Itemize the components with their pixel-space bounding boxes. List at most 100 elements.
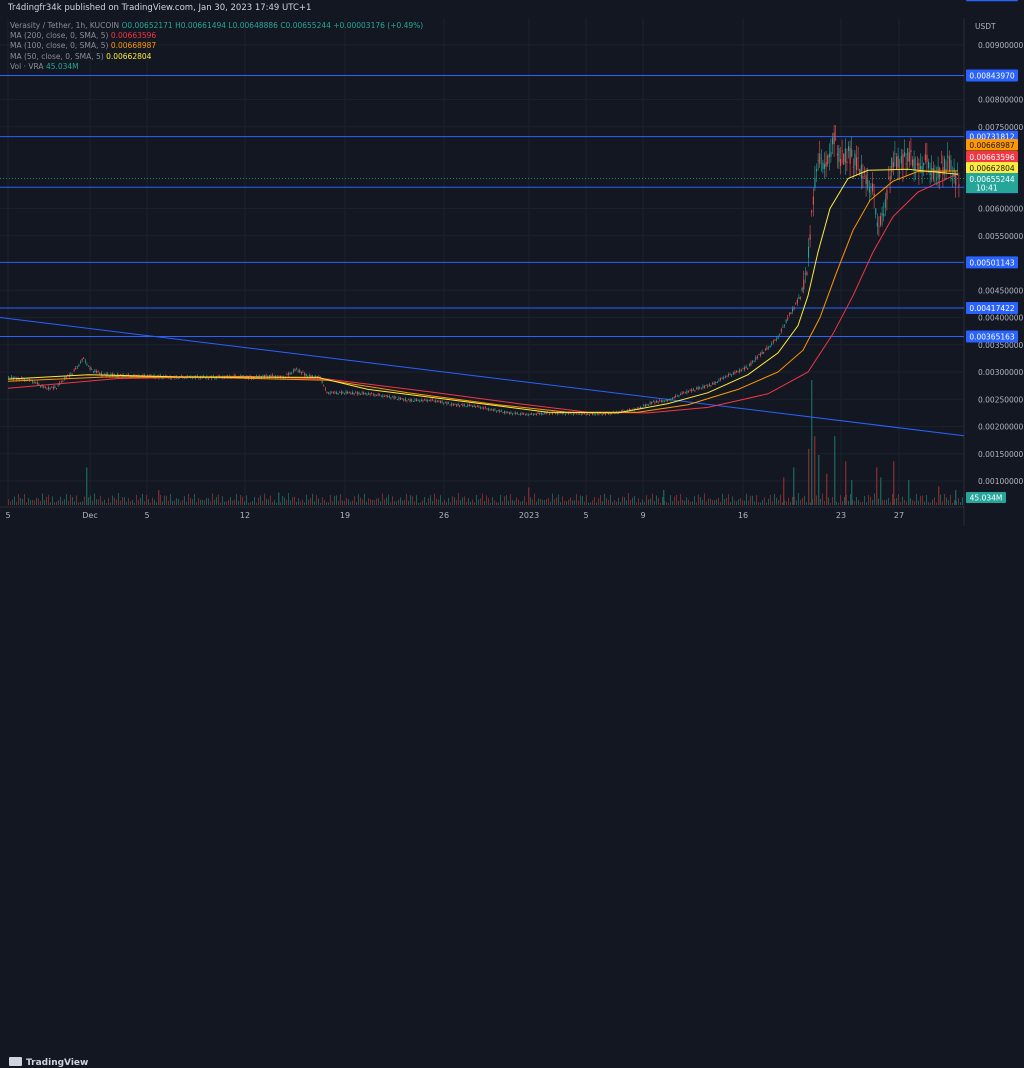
volume-bar [272,501,273,505]
volume-bar [796,500,797,505]
candle-body [670,399,672,401]
volume-bar [30,500,31,505]
candle-body [451,403,453,406]
publisher-bar: Tr4dingfr34k published on TradingView.co… [0,0,1024,18]
volume-bar [296,501,297,505]
candle-body [516,413,518,414]
volume-bar [26,502,27,505]
candle-body [926,154,928,162]
legend-ma100-row[interactable]: MA (100, close, 0, SMA, 5) 0.00668987 [10,41,423,51]
candle-body [454,403,456,405]
candle-body [291,373,293,374]
volume-bar [576,493,577,505]
volume-bar [496,502,497,505]
volume-bar [268,499,269,505]
candle-body [363,392,365,395]
tradingview-logo[interactable]: TradingView [9,1057,88,1068]
volume-bar [686,497,687,505]
volume-bar [308,499,309,505]
candle-body [667,399,669,401]
price-chart[interactable]: 5 Dec 5 12 19 26 2023 5 9 16 23 27 0.00900000 0.00800… [0,0,1024,546]
volume-bar [948,500,949,505]
candle-body [760,353,762,356]
candle-body [899,171,901,173]
volume-bar [674,496,675,505]
candle-body [886,189,888,200]
legend-ma200-row[interactable]: MA (200, close, 0, SMA, 5) 0.00663596 [10,31,423,41]
volume-bar [738,499,739,505]
volume-bar [598,498,599,505]
level-price-label: 0.00417422 [969,304,1015,313]
candle-body [859,169,861,174]
candle-body [304,373,306,376]
ma200-line [7,173,959,414]
candle-body [860,164,862,179]
price-label-bg [966,173,1018,185]
candle-body [595,414,597,416]
volume-bar [230,497,231,505]
volume-bar [694,496,695,505]
volume-bar [880,477,882,505]
volume-bar [811,380,813,505]
volume-bar [146,495,147,505]
candle-body [628,409,630,411]
candle-body [430,399,432,401]
candle-body [870,186,872,188]
volume-bar [614,499,615,505]
candle-body [648,405,650,406]
volume-bar [824,500,825,505]
volume-bar [672,501,673,505]
volume-bar [172,500,173,505]
candle-body [929,170,931,176]
legend-ma50-row[interactable]: MA (50, close, 0, SMA, 5) 0.00662804 [10,52,423,62]
candle-body [953,168,955,178]
candle-body [422,400,424,401]
candle-body [393,396,395,399]
volume-bar [600,495,601,505]
volume-bar [158,490,160,505]
candle-body [312,375,314,377]
candle-body [817,159,819,161]
volume-bar [386,497,387,505]
volume-bar [676,494,677,505]
volume-bar [466,502,467,505]
candle-body [268,375,270,377]
candle-body [419,400,421,402]
candle-body [588,414,590,416]
candle-body [443,403,445,405]
volume-bar [704,493,705,505]
candle-body [46,388,48,390]
volume-bar [502,501,503,505]
volume-bar [606,498,607,505]
volume-bar [16,501,17,505]
candle-body [686,391,688,393]
volume-bar [376,498,377,505]
candle-body [563,412,565,414]
volume-bar [722,493,723,505]
volume-bar [530,497,531,505]
candle-body [48,387,50,390]
candle-body [292,370,294,372]
volume-bar [652,493,653,505]
candle-body [665,400,667,401]
volume-bar [164,495,165,505]
candle-body [908,152,910,162]
legend-volume-row[interactable]: Vol · VRA 45.034M [10,62,423,72]
candle-body [531,413,533,415]
time-tick-label: 5 [5,511,10,520]
candle-body [652,401,654,402]
time-tick-label: 27 [894,511,904,520]
volume-bar [322,497,323,505]
candle-body [718,379,720,381]
volume-bar [118,493,119,505]
volume-bar [568,499,569,505]
candle-body [596,412,598,414]
candle-body [521,413,523,415]
candle-body [81,359,83,361]
volume-bar [740,497,741,505]
candle-body [264,375,266,378]
volume-bar [388,494,389,505]
legend-symbol[interactable]: Verasity / Tether, 1h, KUCOIN [10,21,120,30]
candle-body [947,155,949,158]
candle-body [299,370,301,373]
